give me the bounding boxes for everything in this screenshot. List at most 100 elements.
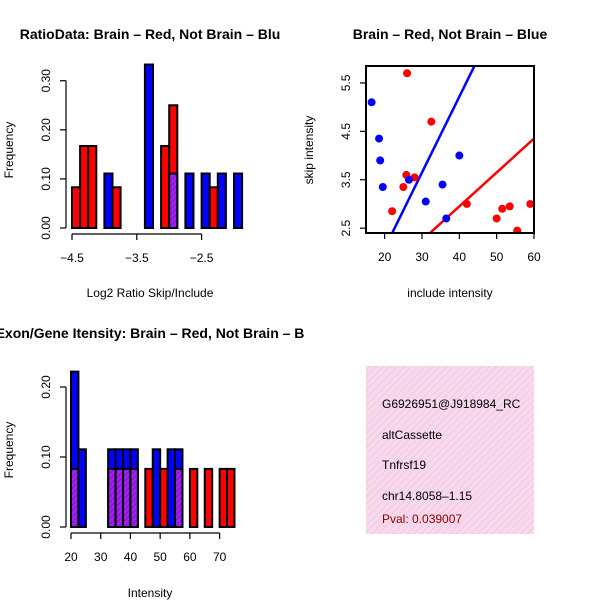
- scatter-clip-group: [367, 66, 534, 233]
- brain-point: [388, 207, 397, 216]
- ratio-brain-bar: [87, 145, 98, 230]
- ratio-not-brain-bar: [184, 172, 195, 230]
- scatter-y-tick-label: 5.5: [339, 74, 353, 91]
- intensity-bars: [70, 370, 236, 528]
- ratio-x-tick-label: −3.5: [125, 251, 149, 265]
- info-gene: Tnfrsf19: [382, 458, 426, 472]
- ratio-x-label: Log2 Ratio Skip/Include: [87, 286, 214, 300]
- scatter-x-tick-label: 30: [415, 250, 429, 264]
- intensity-axes: 0.00 0.10 0.20 20 30 40 50 60 70: [39, 375, 227, 564]
- not-brain-point: [375, 134, 384, 143]
- ratio-brain-bar: [71, 186, 82, 229]
- ratio-y-tick-label: 0.30: [39, 69, 53, 93]
- ratio-histogram-panel: RatioData: Brain – Red, Not Brain – Blu …: [2, 26, 280, 300]
- ratio-not-brain-bar: [143, 63, 154, 230]
- not-brain-point: [442, 214, 451, 223]
- brain-point: [498, 204, 507, 213]
- intensity-y-label: Frequency: [2, 422, 16, 479]
- brain-point: [505, 202, 514, 211]
- not-brain-point: [438, 180, 447, 189]
- scatter-y-tick-label: 4.5: [339, 123, 353, 140]
- brain-point: [403, 69, 412, 78]
- ratio-x-tick-label: −4.5: [60, 251, 84, 265]
- info-background: [366, 366, 534, 534]
- brain-point: [513, 226, 522, 233]
- brain-point: [492, 214, 501, 223]
- scatter-frame: [365, 65, 535, 234]
- intensity-x-label: Intensity: [128, 586, 173, 600]
- intensity-x-tick-label: 40: [124, 550, 138, 564]
- ratio-y-tick-label: 0.10: [39, 167, 53, 191]
- intensity-brain-bar: [144, 467, 154, 528]
- intensity-overlap-bar: [129, 467, 139, 528]
- not-brain-point: [455, 151, 464, 160]
- info-location: chr14.8058–1.15: [382, 489, 472, 503]
- scatter-x-tick-label: 40: [453, 250, 467, 264]
- info-event-type: altCassette: [382, 428, 442, 442]
- ratio-y-tick-label: 0.20: [39, 118, 53, 142]
- brain-point: [462, 199, 471, 208]
- intensity-not-brain-bar: [166, 448, 177, 528]
- ratio-y-tick-label: 0.00: [39, 216, 53, 240]
- not-brain-fit-line: [390, 66, 476, 233]
- not-brain-point: [378, 183, 387, 192]
- intensity-not-brain-bar: [151, 448, 162, 528]
- intensity-brain-bar: [188, 467, 199, 528]
- not-brain-point: [376, 156, 385, 165]
- scatter-axes: 20 30 40 50 60 2.5 3.5 4.5 5.5: [339, 65, 541, 264]
- not-brain-point: [404, 175, 413, 184]
- intensity-brain-bar: [159, 467, 169, 528]
- scatter-x-tick-label: 50: [490, 250, 504, 264]
- intensity-chart-title: Exon/Gene Itensity: Brain – Red, Not Bra…: [0, 325, 304, 341]
- scatter-x-tick-label: 60: [527, 250, 541, 264]
- info-id-line: G6926951@J918984_RC: [382, 397, 521, 411]
- scatter-plot-area: [367, 66, 534, 233]
- ratio-not-brain-bar: [216, 172, 227, 230]
- intensity-not-brain-bar: [77, 448, 87, 528]
- scatter-x-tick-label: 20: [378, 250, 392, 264]
- brain-point: [526, 199, 534, 208]
- brain-point: [399, 183, 408, 192]
- ratio-brain-bar: [208, 186, 219, 229]
- not-brain-point: [421, 197, 430, 206]
- intensity-x-tick-label: 60: [183, 550, 197, 564]
- intensity-histogram-panel: Exon/Gene Itensity: Brain – Red, Not Bra…: [0, 325, 304, 600]
- intensity-y-tick-label: 0.00: [39, 515, 53, 539]
- intensity-overlap-bar: [107, 467, 117, 528]
- intensity-overlap-bar: [70, 467, 80, 528]
- intensity-overlap-bar: [174, 467, 184, 528]
- ratio-brain-bar: [79, 145, 90, 230]
- brain-point: [427, 117, 436, 126]
- ratio-not-brain-bar: [200, 172, 211, 230]
- scatter-chart-title: Brain – Red, Not Brain – Blue: [353, 26, 548, 42]
- intensity-x-tick-label: 50: [153, 550, 167, 564]
- intensity-y-tick-label: 0.20: [39, 375, 53, 399]
- intensity-x-tick-label: 30: [94, 550, 108, 564]
- scatter-y-tick-label: 3.5: [339, 171, 353, 188]
- ratio-not-brain-bar: [233, 172, 244, 230]
- brain-fit-line: [428, 137, 534, 233]
- scatter-y-tick-label: 2.5: [339, 219, 353, 236]
- intensity-y-tick-label: 0.10: [39, 445, 53, 469]
- scatter-x-label: include intensity: [407, 286, 492, 300]
- ratio-brain-bar: [111, 186, 122, 229]
- not-brain-point: [367, 98, 376, 107]
- intensity-brain-bar: [218, 467, 229, 528]
- ratio-not-brain-bar: [103, 172, 114, 230]
- ratio-overlap-bar: [168, 172, 179, 230]
- ratio-brain-bar: [160, 145, 171, 230]
- ratio-chart-title: RatioData: Brain – Red, Not Brain – Blu: [20, 26, 281, 42]
- scatter-y-label: skip intensity: [302, 116, 316, 185]
- ratio-axes: 0.00 0.10 0.20 0.30 −4.5 −3.5 −2.5: [39, 69, 214, 265]
- intensity-x-tick-label: 20: [64, 550, 78, 564]
- ratio-x-tick-label: −2.5: [190, 251, 214, 265]
- intensity-brain-bar: [203, 467, 214, 528]
- info-pval: Pval: 0.039007: [382, 512, 462, 526]
- info-panel: G6926951@J918984_RC altCassette Tnfrsf19…: [366, 366, 534, 534]
- intensity-x-tick-label: 70: [213, 550, 227, 564]
- ratio-bars: [71, 63, 244, 230]
- scatter-panel: Brain – Red, Not Brain – Blue 20 30 40 50 60…: [302, 26, 548, 300]
- ratio-y-label: Frequency: [2, 122, 16, 179]
- intensity-brain-bar: [226, 467, 236, 528]
